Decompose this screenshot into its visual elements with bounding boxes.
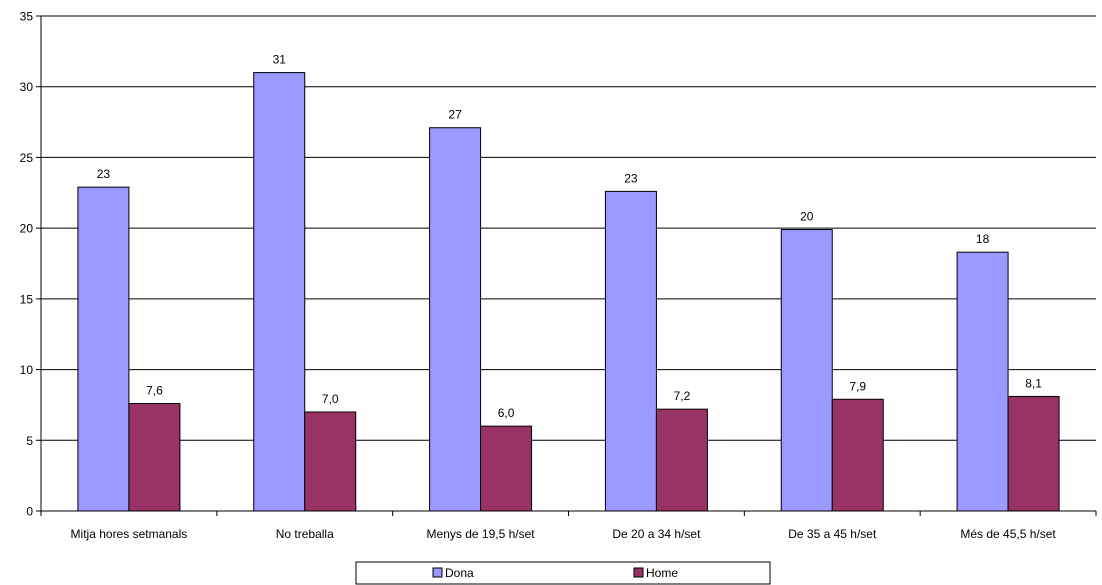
data-label: 7,6 <box>146 384 163 398</box>
legend-box <box>355 561 771 585</box>
y-tick-label: 35 <box>20 10 34 24</box>
x-tick-label: No treballa <box>276 527 334 541</box>
bar-dona <box>77 186 130 512</box>
data-label: 20 <box>800 210 814 224</box>
data-label: 18 <box>976 232 990 246</box>
y-tick-label: 10 <box>20 363 34 377</box>
x-tick-label: Mitja hores setmanals <box>71 527 188 541</box>
legend-swatch <box>633 567 644 578</box>
data-label: 27 <box>448 108 462 122</box>
bar-dona <box>780 229 833 512</box>
data-label: 31 <box>273 53 287 67</box>
data-label: 7,0 <box>322 392 339 406</box>
bar-dona <box>956 251 1009 512</box>
legend-label: Dona <box>445 566 474 580</box>
bar-home <box>480 425 533 512</box>
y-tick-label: 0 <box>26 505 33 519</box>
gridlines <box>41 15 1096 441</box>
bar-dona <box>604 190 657 512</box>
y-tick-label: 20 <box>20 222 34 236</box>
data-label: 23 <box>624 171 638 185</box>
x-tick-label: Menys de 19,5 h/set <box>427 527 536 541</box>
x-tick-label: De 35 a 45 h/set <box>788 527 877 541</box>
y-tick-label: 30 <box>20 80 34 94</box>
y-tick-label: 5 <box>26 434 33 448</box>
y-tick-label: 15 <box>20 292 34 306</box>
axes: 0 5 10 15 20 25 30 35 Mitja hores setmanals No tr… <box>20 10 1097 541</box>
bar-home <box>304 411 357 512</box>
bar-home <box>831 398 884 512</box>
data-label: 7,9 <box>849 379 866 393</box>
x-tick-label: Més de 45,5 h/set <box>960 527 1056 541</box>
legend: Dona Home <box>355 561 771 585</box>
bar-home <box>1007 395 1060 512</box>
data-labels: 23 31 27 23 20 18 7,6 7,0 6,0 7,2 7,9 8,1 <box>97 53 1043 421</box>
bar-home <box>655 408 708 512</box>
bar-home <box>128 403 181 512</box>
data-label: 6,0 <box>498 406 515 420</box>
y-tick-label: 25 <box>20 151 34 165</box>
bar-dona <box>429 127 482 512</box>
bar-dona <box>253 72 306 512</box>
data-label: 8,1 <box>1025 376 1042 390</box>
bars <box>77 72 1060 512</box>
legend-swatch <box>432 567 443 578</box>
legend-label: Home <box>646 566 678 580</box>
x-tick-label: De 20 a 34 h/set <box>612 527 701 541</box>
data-label: 23 <box>97 167 111 181</box>
data-label: 7,2 <box>674 389 691 403</box>
